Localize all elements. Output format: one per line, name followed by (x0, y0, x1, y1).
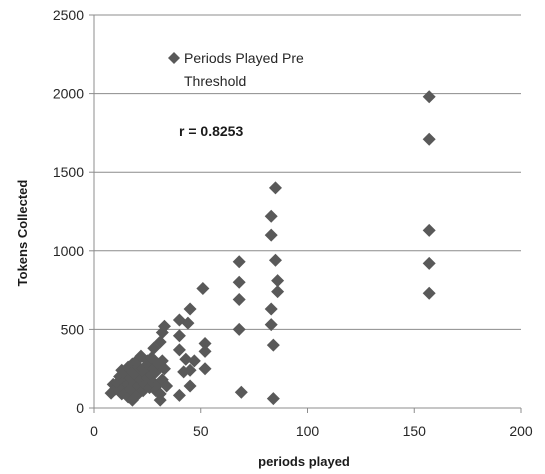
data-point (234, 385, 248, 399)
y-tick-label: 1000 (53, 243, 84, 259)
data-point (172, 329, 186, 343)
data-point (264, 318, 278, 332)
data-point (172, 388, 186, 402)
data-point (183, 379, 197, 393)
x-axis-title: periods played (258, 454, 350, 469)
data-point (153, 393, 167, 407)
data-point (153, 335, 167, 349)
data-point (422, 256, 436, 270)
correlation-annotation: r = 0.8253 (179, 123, 243, 139)
data-point (271, 285, 285, 299)
y-axis-title: Tokens Collected (15, 180, 30, 287)
y-tick-labels: 0 500 1000 1500 2000 2500 (53, 7, 84, 416)
data-point (232, 275, 246, 289)
y-tick-label: 2000 (53, 86, 84, 102)
data-points (104, 90, 436, 407)
data-point (196, 282, 210, 296)
data-point (264, 228, 278, 242)
data-point (115, 363, 129, 377)
data-point (183, 302, 197, 316)
data-point (264, 302, 278, 316)
y-tick-label: 0 (76, 400, 84, 416)
legend-label-line-1: Periods Played Pre (184, 50, 304, 66)
x-tick-label: 50 (193, 423, 209, 439)
data-point (266, 338, 280, 352)
y-tick-label: 2500 (53, 7, 84, 23)
data-point (232, 293, 246, 307)
data-point (266, 392, 280, 406)
axes (89, 14, 522, 413)
x-tick-labels: 0 50 100 150 200 (90, 423, 533, 439)
data-point (232, 255, 246, 269)
legend-label-line-2: Threshold (184, 73, 246, 89)
data-point (198, 362, 212, 376)
data-point (198, 337, 212, 351)
x-tick-label: 150 (403, 423, 427, 439)
legend: Periods Played Pre Threshold (168, 50, 304, 89)
data-point (181, 316, 195, 330)
data-point (160, 379, 174, 393)
data-point (422, 223, 436, 237)
data-point (187, 354, 201, 368)
x-tick-label: 0 (90, 423, 98, 439)
data-point (268, 181, 282, 195)
data-point (422, 90, 436, 104)
data-point (157, 362, 171, 376)
y-tick-label: 500 (61, 321, 85, 337)
data-point (422, 286, 436, 300)
legend-marker (168, 52, 180, 64)
data-point (172, 343, 186, 357)
data-point (264, 209, 278, 223)
data-point (422, 132, 436, 146)
data-point (183, 363, 197, 377)
data-point (232, 322, 246, 336)
x-tick-label: 200 (509, 423, 533, 439)
gridlines (94, 14, 521, 330)
y-tick-label: 1500 (53, 164, 84, 180)
data-point (157, 319, 171, 333)
data-point (198, 344, 212, 358)
data-point (268, 253, 282, 267)
data-point (271, 274, 285, 288)
data-point (179, 352, 193, 366)
x-tick-label: 100 (296, 423, 320, 439)
